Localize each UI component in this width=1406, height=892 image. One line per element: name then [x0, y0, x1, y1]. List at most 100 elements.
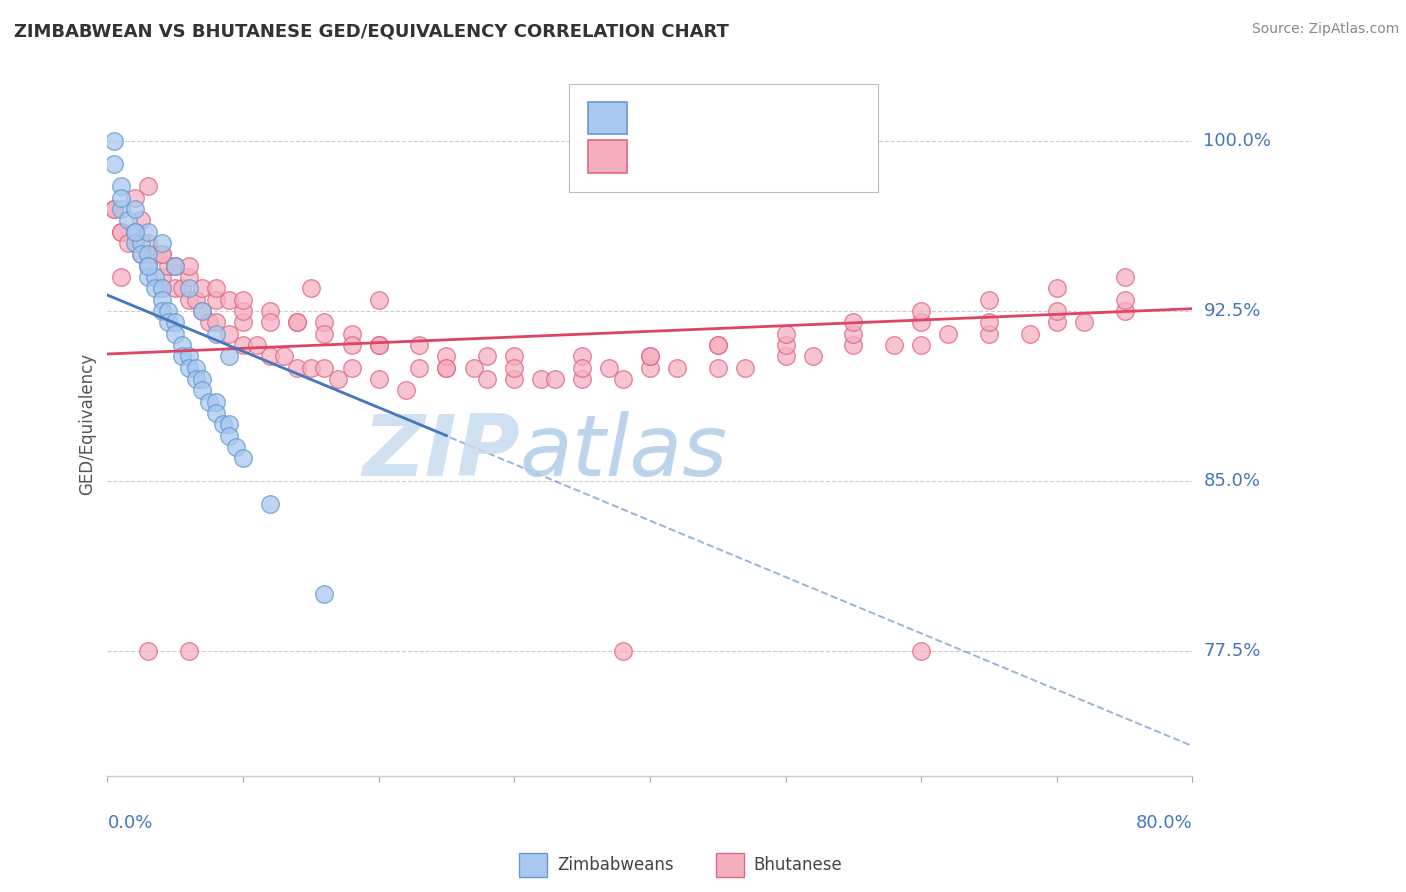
- Point: [218, 349, 240, 363]
- Point: [285, 315, 308, 329]
- Point: [340, 338, 363, 352]
- Text: 80.0%: 80.0%: [1136, 814, 1192, 832]
- Point: [205, 293, 228, 307]
- Point: [706, 338, 728, 352]
- Point: [285, 315, 308, 329]
- FancyBboxPatch shape: [588, 102, 627, 134]
- Point: [544, 372, 567, 386]
- Point: [117, 235, 139, 250]
- Point: [136, 225, 159, 239]
- Point: [177, 281, 200, 295]
- Point: [340, 326, 363, 341]
- Point: [273, 349, 295, 363]
- Point: [1046, 304, 1069, 318]
- Point: [638, 349, 661, 363]
- Point: [299, 281, 322, 295]
- Point: [177, 349, 200, 363]
- Point: [1073, 315, 1095, 329]
- Point: [1114, 269, 1136, 284]
- Point: [124, 191, 146, 205]
- Point: [503, 372, 526, 386]
- Text: R = -0.123   N = 50: R = -0.123 N = 50: [640, 108, 831, 126]
- Point: [706, 360, 728, 375]
- Point: [211, 417, 233, 432]
- Point: [143, 247, 166, 261]
- Point: [165, 259, 187, 273]
- Point: [177, 269, 200, 284]
- Point: [143, 269, 166, 284]
- Point: [191, 372, 214, 386]
- Point: [170, 281, 193, 295]
- Point: [910, 338, 932, 352]
- Point: [124, 235, 146, 250]
- Point: [314, 315, 336, 329]
- Point: [124, 202, 146, 216]
- Point: [232, 293, 254, 307]
- Point: [842, 326, 865, 341]
- Point: [205, 281, 228, 295]
- Point: [503, 360, 526, 375]
- Point: [666, 360, 689, 375]
- Point: [136, 247, 159, 261]
- Point: [150, 293, 173, 307]
- Point: [801, 349, 824, 363]
- Point: [110, 191, 132, 205]
- Point: [205, 394, 228, 409]
- Point: [177, 259, 200, 273]
- Point: [198, 315, 221, 329]
- Text: R = 0.066   N = 115: R = 0.066 N = 115: [640, 146, 837, 164]
- Point: [150, 281, 173, 295]
- Point: [638, 349, 661, 363]
- Point: [191, 304, 214, 318]
- Point: [124, 235, 146, 250]
- Point: [475, 372, 498, 386]
- Point: [191, 384, 214, 398]
- Point: [177, 360, 200, 375]
- Point: [1046, 281, 1069, 295]
- Point: [150, 247, 173, 261]
- Point: [136, 179, 159, 194]
- Point: [165, 315, 187, 329]
- Point: [936, 326, 959, 341]
- Point: [706, 338, 728, 352]
- Point: [157, 304, 180, 318]
- Point: [367, 372, 389, 386]
- Point: [110, 202, 132, 216]
- Text: 77.5%: 77.5%: [1204, 642, 1261, 660]
- Point: [205, 326, 228, 341]
- Point: [977, 326, 1000, 341]
- Text: 85.0%: 85.0%: [1204, 472, 1261, 490]
- Point: [910, 644, 932, 658]
- Point: [110, 225, 132, 239]
- Point: [184, 372, 207, 386]
- Point: [259, 497, 281, 511]
- Point: [103, 202, 125, 216]
- Point: [314, 326, 336, 341]
- Point: [218, 417, 240, 432]
- Point: [259, 315, 281, 329]
- Point: [150, 304, 173, 318]
- FancyBboxPatch shape: [588, 140, 627, 173]
- Point: [571, 360, 593, 375]
- Point: [170, 349, 193, 363]
- Point: [977, 293, 1000, 307]
- Point: [259, 349, 281, 363]
- Point: [232, 451, 254, 466]
- Point: [143, 281, 166, 295]
- Point: [367, 338, 389, 352]
- Point: [775, 349, 797, 363]
- Point: [408, 360, 430, 375]
- Text: Bhutanese: Bhutanese: [754, 855, 842, 873]
- Text: ZIP: ZIP: [363, 411, 520, 494]
- Point: [124, 225, 146, 239]
- Point: [232, 304, 254, 318]
- Point: [503, 349, 526, 363]
- Point: [232, 315, 254, 329]
- Point: [910, 304, 932, 318]
- Point: [103, 202, 125, 216]
- Point: [184, 293, 207, 307]
- Point: [299, 360, 322, 375]
- Point: [775, 338, 797, 352]
- Point: [367, 338, 389, 352]
- Point: [191, 281, 214, 295]
